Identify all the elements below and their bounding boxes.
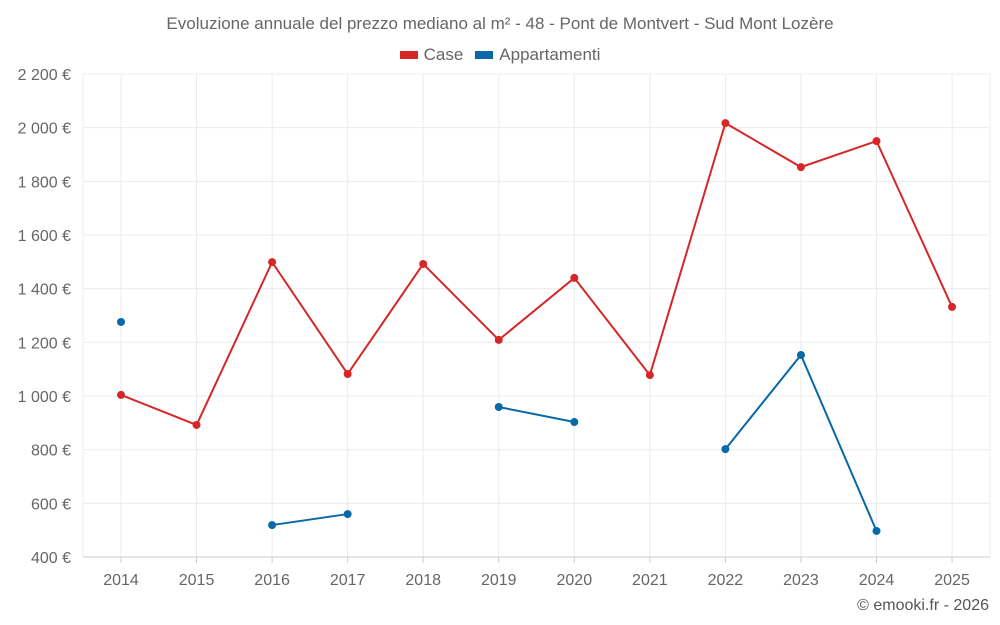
y-tick-label: 1 800 € <box>18 174 71 191</box>
chart-title: Evoluzione annuale del prezzo mediano al… <box>166 14 834 33</box>
x-tick-label: 2020 <box>557 572 593 589</box>
x-tick-label: 2025 <box>934 572 970 589</box>
x-tick-label: 2022 <box>708 572 744 589</box>
y-tick-label: 1 200 € <box>18 335 71 352</box>
y-tick-label: 600 € <box>31 496 71 513</box>
x-tick-label: 2016 <box>254 572 290 589</box>
credit: © emooki.fr - 2026 <box>857 597 989 614</box>
data-point-appartamenti <box>796 350 805 359</box>
legend-label-case: Case <box>423 45 464 64</box>
legend-swatch-appartamenti <box>475 51 494 59</box>
data-point-case <box>721 119 730 128</box>
x-tick-label: 2018 <box>405 572 441 589</box>
data-point-case <box>570 273 579 282</box>
data-point-case <box>268 258 277 267</box>
x-tick-label: 2017 <box>330 572 366 589</box>
data-point-case <box>419 259 428 268</box>
y-tick-label: 1 600 € <box>18 228 71 245</box>
data-point-case <box>192 420 201 429</box>
legend-item-appartamenti[interactable]: Appartamenti <box>475 45 600 65</box>
data-point-appartamenti <box>872 526 881 535</box>
data-point-case <box>872 137 881 146</box>
series-line-appartamenti <box>271 513 348 527</box>
data-point-case <box>645 371 654 380</box>
x-tick-label: 2015 <box>179 572 215 589</box>
data-point-case <box>948 302 957 311</box>
series-line-case <box>120 121 953 427</box>
y-tick-label: 2 000 € <box>18 121 71 138</box>
x-tick-label: 2021 <box>632 572 668 589</box>
data-point-case <box>117 390 125 399</box>
series-line-appartamenti <box>498 406 575 424</box>
x-tick-label: 2014 <box>103 572 139 589</box>
data-point-case <box>343 369 352 378</box>
data-point-appartamenti <box>268 521 277 530</box>
data-point-case <box>494 335 503 344</box>
legend-item-case[interactable]: Case <box>399 45 464 65</box>
data-point-appartamenti <box>117 317 125 326</box>
data-point-appartamenti <box>343 510 352 519</box>
y-tick-label: 1 000 € <box>18 389 71 406</box>
x-tick-label: 2024 <box>859 572 895 589</box>
data-point-appartamenti <box>570 418 579 427</box>
data-point-appartamenti <box>721 445 730 454</box>
x-tick-label: 2019 <box>481 572 517 589</box>
y-tick-label: 800 € <box>31 443 71 460</box>
data-point-case <box>796 163 805 172</box>
y-tick-label: 400 € <box>31 550 71 567</box>
y-tick-label: 2 200 € <box>18 67 71 84</box>
y-tick-label: 1 400 € <box>18 282 71 299</box>
data-point-appartamenti <box>494 403 503 412</box>
legend-swatch-case <box>399 51 418 59</box>
legend: Case Appartamenti <box>0 45 1000 65</box>
legend-label-appartamenti: Appartamenti <box>499 45 601 64</box>
x-tick-label: 2023 <box>783 572 819 589</box>
